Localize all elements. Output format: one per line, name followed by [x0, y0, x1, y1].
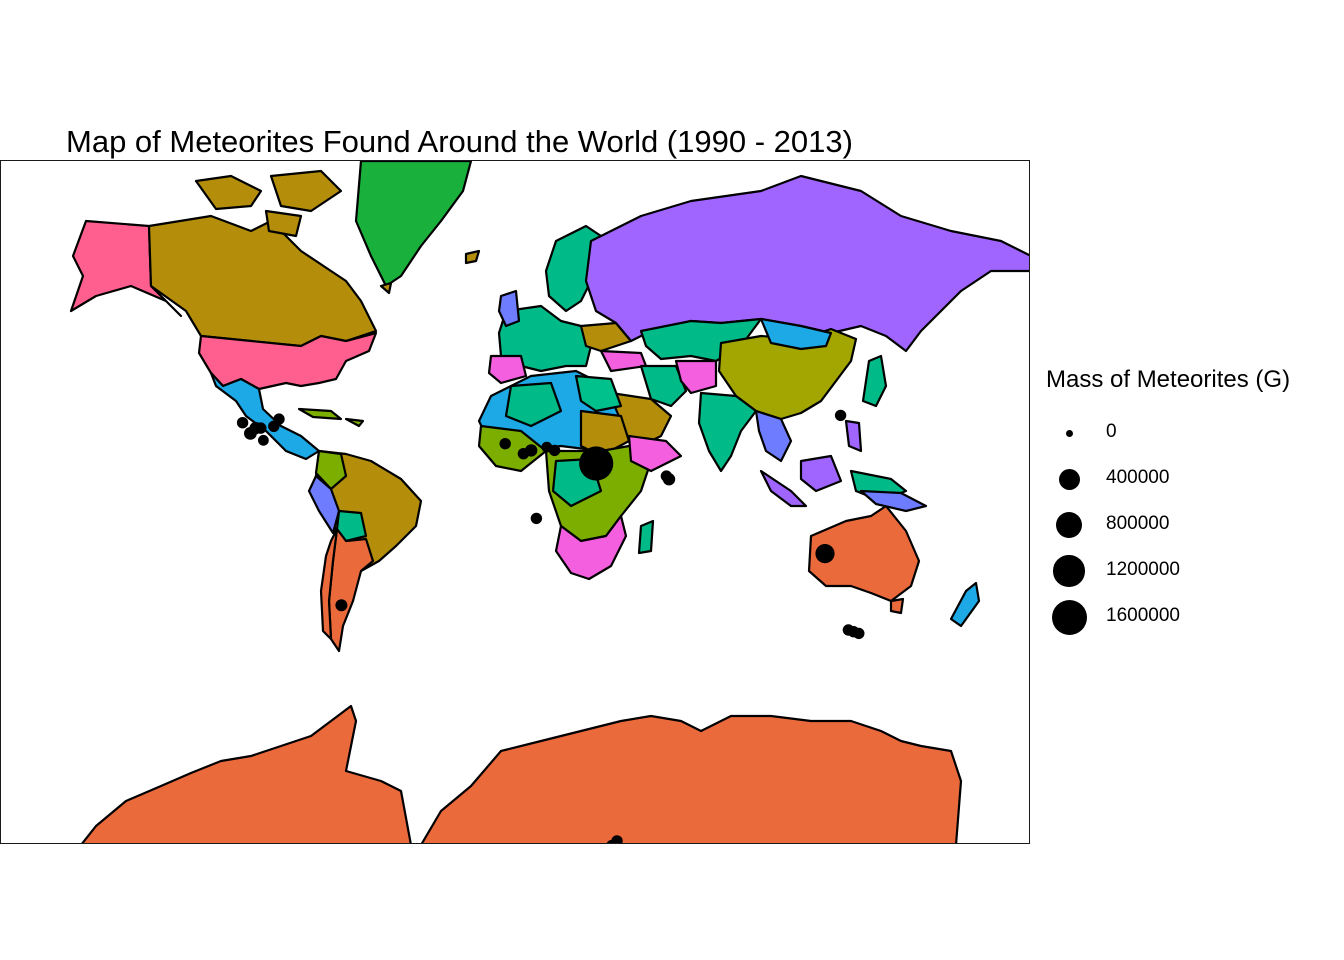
turkey-region: [599, 349, 648, 373]
madagascar-region: [637, 519, 655, 555]
africa-west: [477, 424, 548, 473]
new-zealand-region: [949, 581, 981, 628]
meteorite-point-16: [530, 512, 543, 525]
indochina-region: [754, 409, 793, 463]
tasmania-region: [889, 597, 905, 615]
iran-region: [639, 364, 688, 408]
legend-dot-3: [1053, 555, 1085, 587]
legend-dot-2: [1055, 511, 1083, 539]
africa-south: [554, 514, 628, 581]
philippines-region: [844, 419, 863, 453]
meteorite-point-2: [244, 427, 257, 440]
scandinavia-region: [544, 224, 603, 313]
caribbean-islands: [297, 407, 365, 428]
meteorite-point-5: [273, 413, 285, 425]
uk-region: [497, 289, 521, 328]
chile-region: [319, 527, 339, 641]
meteorite-point-6: [258, 434, 269, 446]
country-polygons: [69, 161, 1029, 843]
algeria-region: [504, 381, 563, 428]
legend: Mass of Meteorites (G) 0 400000 800000 1200…: [1046, 366, 1344, 635]
meteorite-point-15: [660, 470, 673, 482]
legend-key-2: [1046, 502, 1092, 548]
legend-key-3: [1046, 548, 1092, 594]
legend-dot-4: [1051, 599, 1087, 635]
legend-dot-1: [1058, 468, 1080, 490]
legend-label-3: 1200000: [1106, 559, 1180, 580]
legend-key-1: [1046, 456, 1092, 502]
meteorite-point-18: [815, 544, 835, 564]
bolivia-region: [335, 509, 368, 543]
legend-label-1: 400000: [1106, 467, 1170, 488]
spain-region: [487, 354, 528, 385]
small-islands: [379, 249, 481, 295]
peru-region: [307, 474, 341, 535]
antarctica-west: [81, 704, 412, 843]
australia-region: [807, 504, 921, 603]
new-guinea-region: [859, 489, 928, 513]
meteorite-point-10: [525, 444, 538, 457]
sumatra-region: [759, 469, 808, 508]
legend-dot-0: [1065, 429, 1073, 437]
legend-title: Mass of Meteorites (G): [1046, 366, 1291, 393]
europe-west: [497, 304, 593, 373]
legend-label-4: 1600000: [1106, 605, 1180, 626]
colombia-region: [314, 449, 348, 491]
antarctica-east: [420, 714, 963, 843]
meteorite-point-7: [335, 599, 348, 612]
meteorite-point-21: [853, 627, 865, 640]
meteorite-points: [236, 409, 865, 843]
canada-region: [147, 214, 378, 348]
legend-key-4: [1046, 594, 1092, 640]
mongolia-region: [759, 317, 833, 351]
horn-of-africa: [627, 434, 683, 473]
russia-region: [584, 174, 1029, 353]
meteorite-point-17: [834, 409, 847, 422]
meteorite-point-23: [611, 835, 623, 843]
meteorite-point-8: [499, 438, 511, 450]
greenland-region: [354, 161, 473, 288]
chart-title: Map of Meteorites Found Around the World…: [66, 124, 853, 159]
egypt-region: [574, 374, 623, 413]
afghanistan-region: [674, 359, 718, 395]
japan-region: [861, 354, 888, 408]
meteorite-point-13: [579, 446, 614, 481]
meteorite-point-3: [255, 422, 267, 434]
legend-key-0: [1046, 410, 1092, 456]
borneo-region: [799, 454, 843, 493]
meteorite-point-0: [236, 417, 249, 429]
meteorite-point-12: [548, 444, 561, 457]
world-map: [69, 161, 1029, 843]
legend-label-0: 0: [1106, 421, 1117, 442]
ukraine-region: [579, 321, 633, 353]
india-region: [697, 391, 758, 473]
map-panel: [0, 160, 1030, 844]
legend-label-2: 800000: [1106, 513, 1170, 534]
arctic-islands: [194, 169, 343, 238]
